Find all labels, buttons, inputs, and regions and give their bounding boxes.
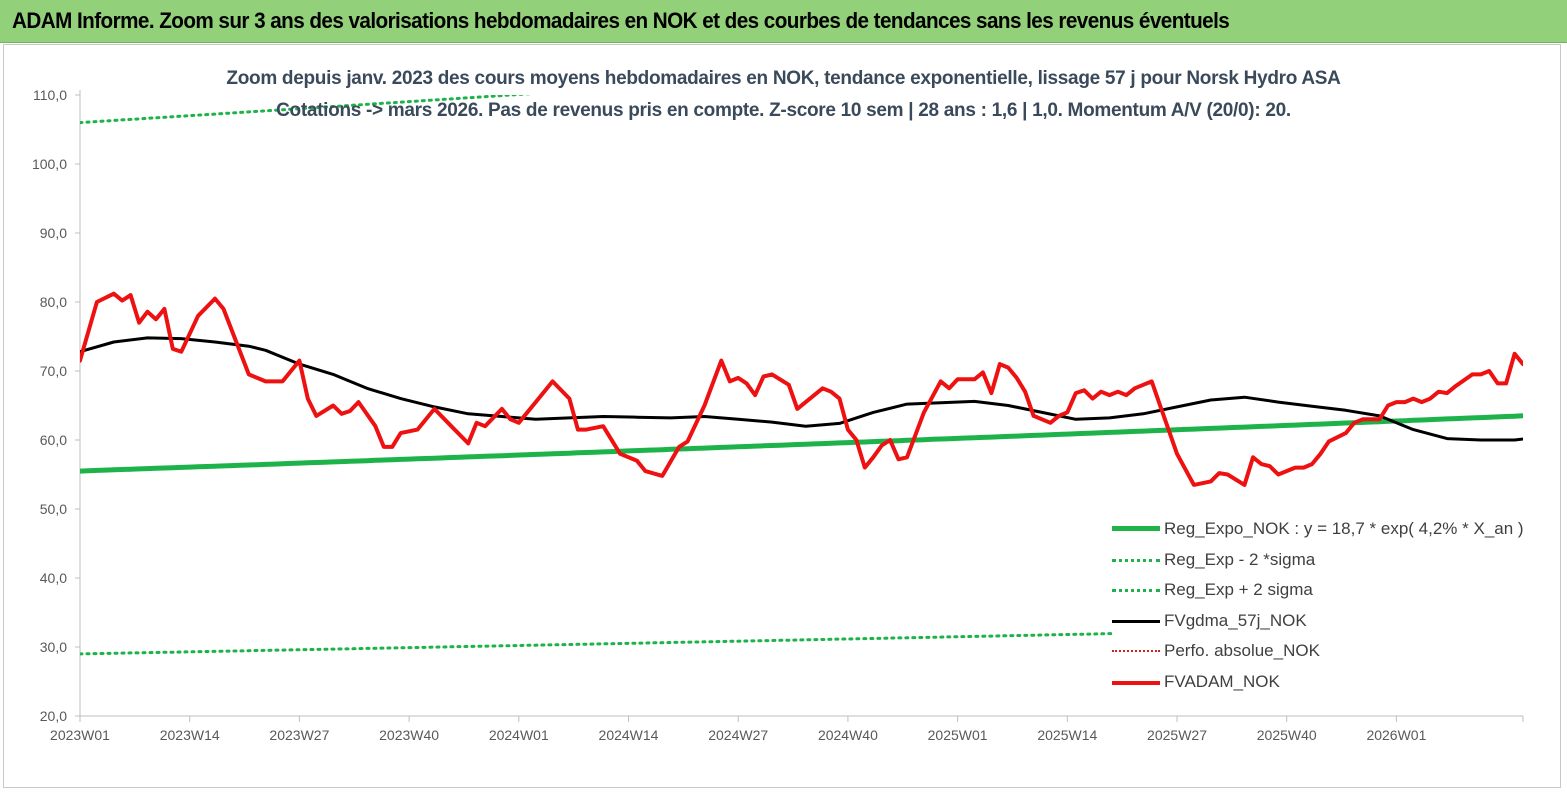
x-tick-label: 2023W01 bbox=[50, 727, 110, 743]
x-tick-label: 2024W40 bbox=[818, 727, 878, 743]
legend-entry-fvadam: FVADAM_NOK bbox=[1112, 669, 1532, 700]
legend-swatch-reg-plus bbox=[1112, 589, 1160, 592]
legend-label-fvgdma: FVgdma_57j_NOK bbox=[1164, 610, 1307, 630]
x-tick-label: 2023W14 bbox=[160, 727, 220, 743]
legend-entry-reg-plus: Reg_Exp + 2 sigma bbox=[1112, 577, 1532, 608]
y-tick-label: 50,0 bbox=[40, 501, 67, 517]
legend-entry-reg-expo: Reg_Expo_NOK : y = 18,7 * exp( 4,2% * X_… bbox=[1112, 516, 1532, 547]
y-tick-label: 60,0 bbox=[40, 432, 67, 448]
y-tick-label: 100,0 bbox=[32, 156, 67, 172]
series-reg-plus-2sigma bbox=[80, 95, 535, 125]
x-tick-label: 2025W40 bbox=[1257, 727, 1317, 743]
legend-label-reg-plus: Reg_Exp + 2 sigma bbox=[1164, 580, 1313, 599]
y-tick-label: 30,0 bbox=[40, 639, 67, 655]
x-tick-label: 2023W27 bbox=[269, 727, 329, 743]
x-tick-label: 2026W01 bbox=[1366, 727, 1426, 743]
legend-label-fvadam: FVADAM_NOK bbox=[1164, 671, 1280, 691]
legend-label-reg-minus: Reg_Exp - 2 *sigma bbox=[1164, 549, 1316, 569]
y-tick-label: 90,0 bbox=[40, 225, 67, 241]
legend-entry-fvgdma: FVgdma_57j_NOK bbox=[1112, 608, 1532, 639]
x-tick-label: 2025W27 bbox=[1147, 727, 1207, 743]
legend-swatch-fvadam bbox=[1112, 680, 1160, 685]
series-fvgdma-57j bbox=[80, 336, 1523, 442]
legend-entry-perfo: Perfo. absolue_NOK bbox=[1112, 638, 1532, 669]
legend-swatch-reg-minus bbox=[1112, 558, 1160, 562]
chart-legend: Reg_Expo_NOK : y = 18,7 * exp( 4,2% * X_… bbox=[1112, 516, 1532, 699]
legend-swatch-reg-expo bbox=[1112, 526, 1160, 531]
y-axis: 20,0 30,0 40,0 50,0 60,0 70,0 80,0 90,0 100,0 110… bbox=[32, 87, 81, 724]
x-tick-label: 2025W14 bbox=[1037, 727, 1097, 743]
chart-frame bbox=[3, 44, 1561, 788]
y-tick-label: 20,0 bbox=[40, 708, 67, 724]
legend-swatch-fvgdma bbox=[1112, 619, 1160, 623]
series-fvadam bbox=[80, 291, 1523, 487]
chart-title-line1: Zoom depuis janv. 2023 des cours moyens … bbox=[226, 68, 1341, 89]
y-tick-label: 80,0 bbox=[40, 294, 67, 310]
x-tick-label: 2023W40 bbox=[379, 727, 439, 743]
legend-label-reg-expo: Reg_Expo_NOK : y = 18,7 * exp( 4,2% * X_… bbox=[1164, 519, 1524, 538]
series-reg-expo bbox=[80, 413, 1523, 474]
x-tick-label: 2025W01 bbox=[928, 727, 988, 743]
x-tick-label: 2024W01 bbox=[489, 727, 549, 743]
report-banner: ADAM Informe. Zoom sur 3 ans des valoris… bbox=[0, 0, 1567, 43]
y-tick-label: 70,0 bbox=[40, 363, 67, 379]
x-tick-label: 2024W27 bbox=[708, 727, 768, 743]
report-title: ADAM Informe. Zoom sur 3 ans des valoris… bbox=[12, 8, 1230, 33]
x-tick-label: 2024W14 bbox=[599, 727, 659, 743]
y-tick-label: 110,0 bbox=[33, 87, 67, 103]
x-axis: 2023W01 2023W14 2023W27 2023W40 2024W01 2024W… bbox=[50, 715, 1524, 743]
legend-entry-reg-minus: Reg_Exp - 2 *sigma bbox=[1112, 547, 1532, 578]
legend-swatch-perfo bbox=[1112, 650, 1160, 652]
y-tick-label: 40,0 bbox=[40, 570, 67, 586]
chart-title-line2: Cotations -> mars 2026. Pas de revenus p… bbox=[276, 100, 1291, 121]
legend-label-perfo: Perfo. absolue_NOK bbox=[1164, 641, 1320, 660]
